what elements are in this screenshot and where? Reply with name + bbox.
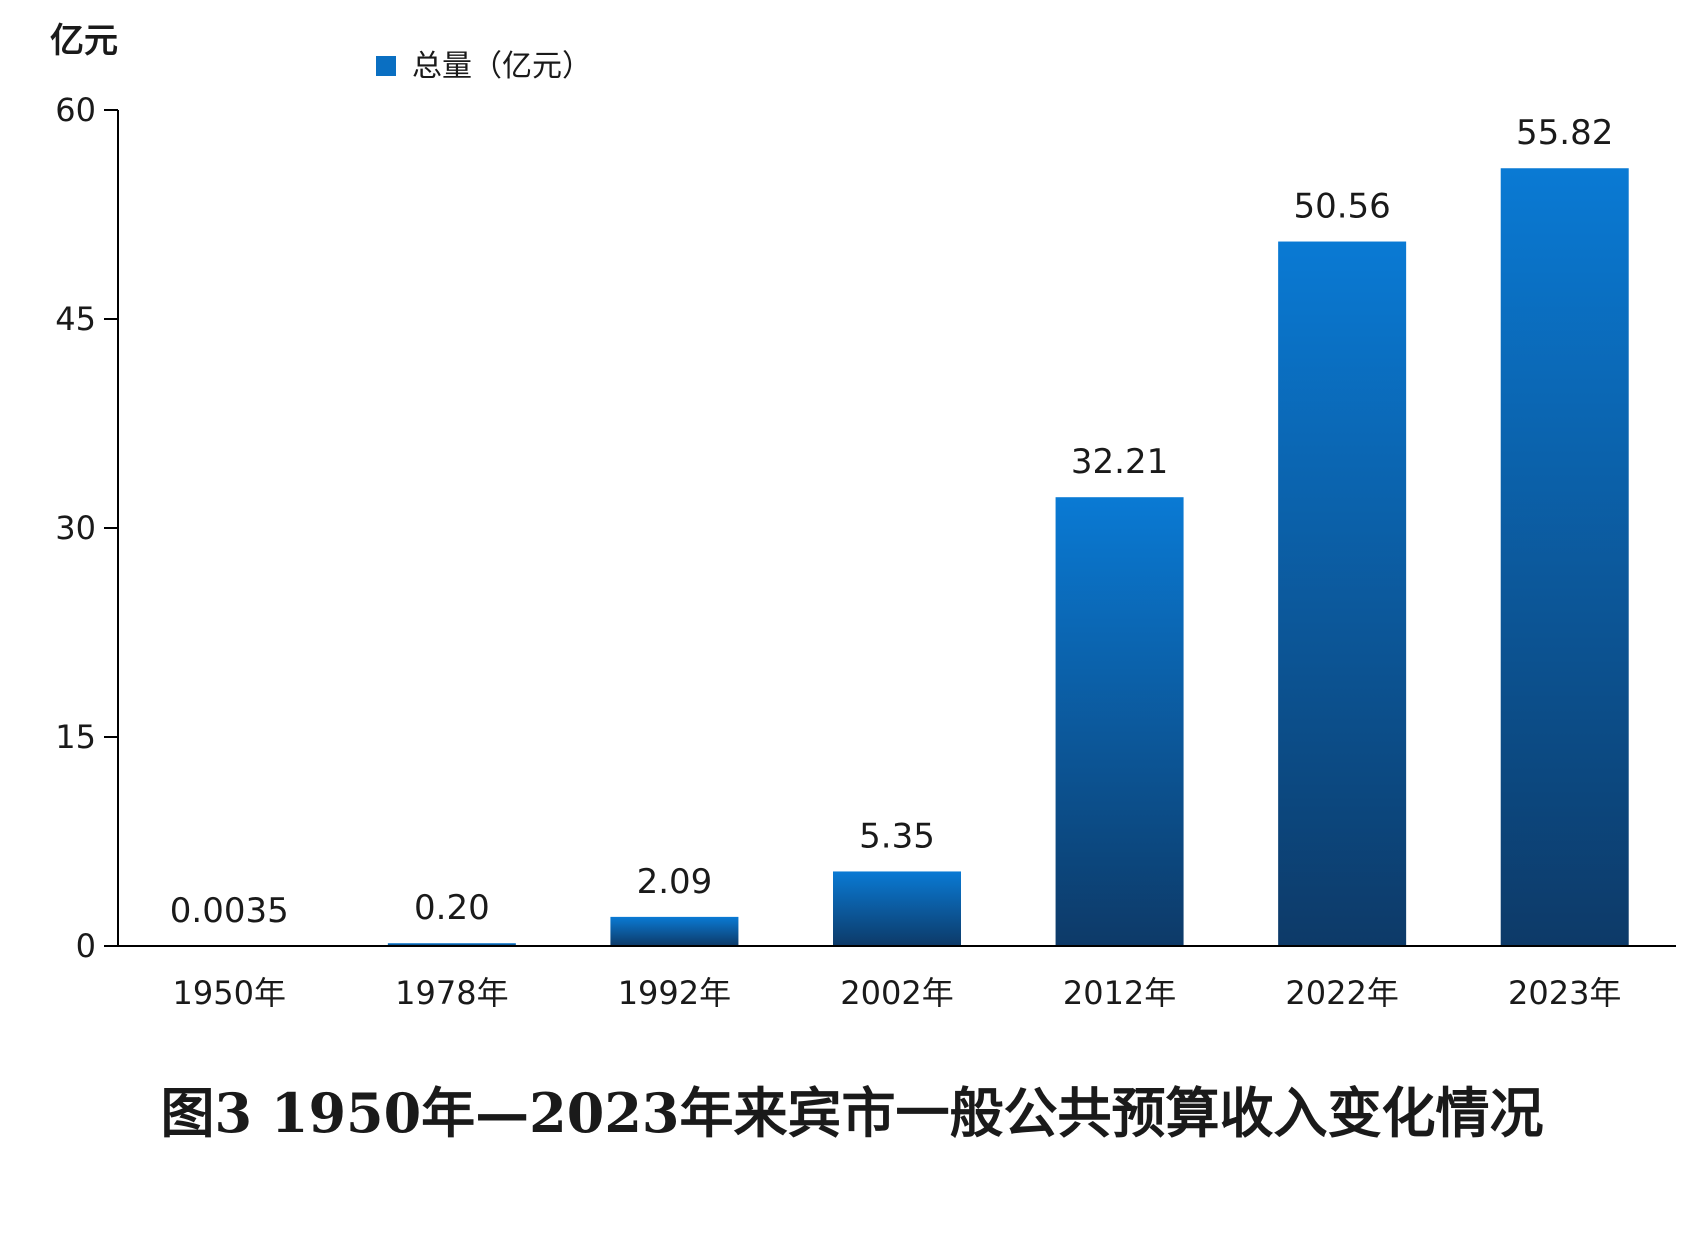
x-category-label: 2022年 [1285, 974, 1398, 1012]
bar [1055, 497, 1184, 946]
bar-value-label: 2.09 [637, 862, 713, 902]
bar-value-labels: 0.0035 0.20 2.09 5.35 32.21 50.56 55.82 [170, 113, 1614, 931]
x-category-label: 1978年 [395, 974, 508, 1012]
y-axis: 0 15 30 45 60 [55, 91, 119, 965]
x-category-label: 1992年 [618, 974, 731, 1012]
x-category-label: 2002年 [840, 974, 953, 1012]
bar-value-label: 32.21 [1071, 442, 1168, 482]
bars [387, 168, 1629, 947]
bar [833, 871, 961, 946]
y-tick-label: 45 [55, 300, 96, 338]
x-category-label: 2012年 [1063, 974, 1176, 1012]
bar-value-label: 55.82 [1516, 113, 1613, 153]
chart-title: 图3 1950年—2023年来宾市一般公共预算收入变化情况 [161, 1081, 1544, 1145]
y-axis-unit-label: 亿元 [50, 21, 118, 61]
x-category-label: 1950年 [173, 974, 286, 1012]
x-category-label: 2023年 [1508, 974, 1621, 1012]
bar [1278, 241, 1407, 947]
y-tick-label: 30 [55, 509, 96, 547]
y-tick-label: 0 [76, 927, 96, 965]
bar-value-label: 0.20 [414, 888, 490, 928]
bar-value-label: 50.56 [1293, 187, 1390, 227]
legend-label: 总量（亿元） [412, 49, 592, 84]
bar-value-label: 5.35 [859, 816, 935, 856]
legend: 总量（亿元） [376, 49, 592, 84]
bar [387, 943, 516, 946]
bar-value-label: 0.0035 [170, 891, 289, 931]
y-tick-label: 60 [55, 91, 96, 129]
legend-swatch [376, 56, 396, 76]
bar [1500, 168, 1629, 946]
x-axis: 1950年 1978年 1992年 2002年 2012年 2022年 2023年 [118, 945, 1676, 1012]
bar [610, 916, 739, 946]
y-tick-label: 15 [55, 718, 96, 756]
